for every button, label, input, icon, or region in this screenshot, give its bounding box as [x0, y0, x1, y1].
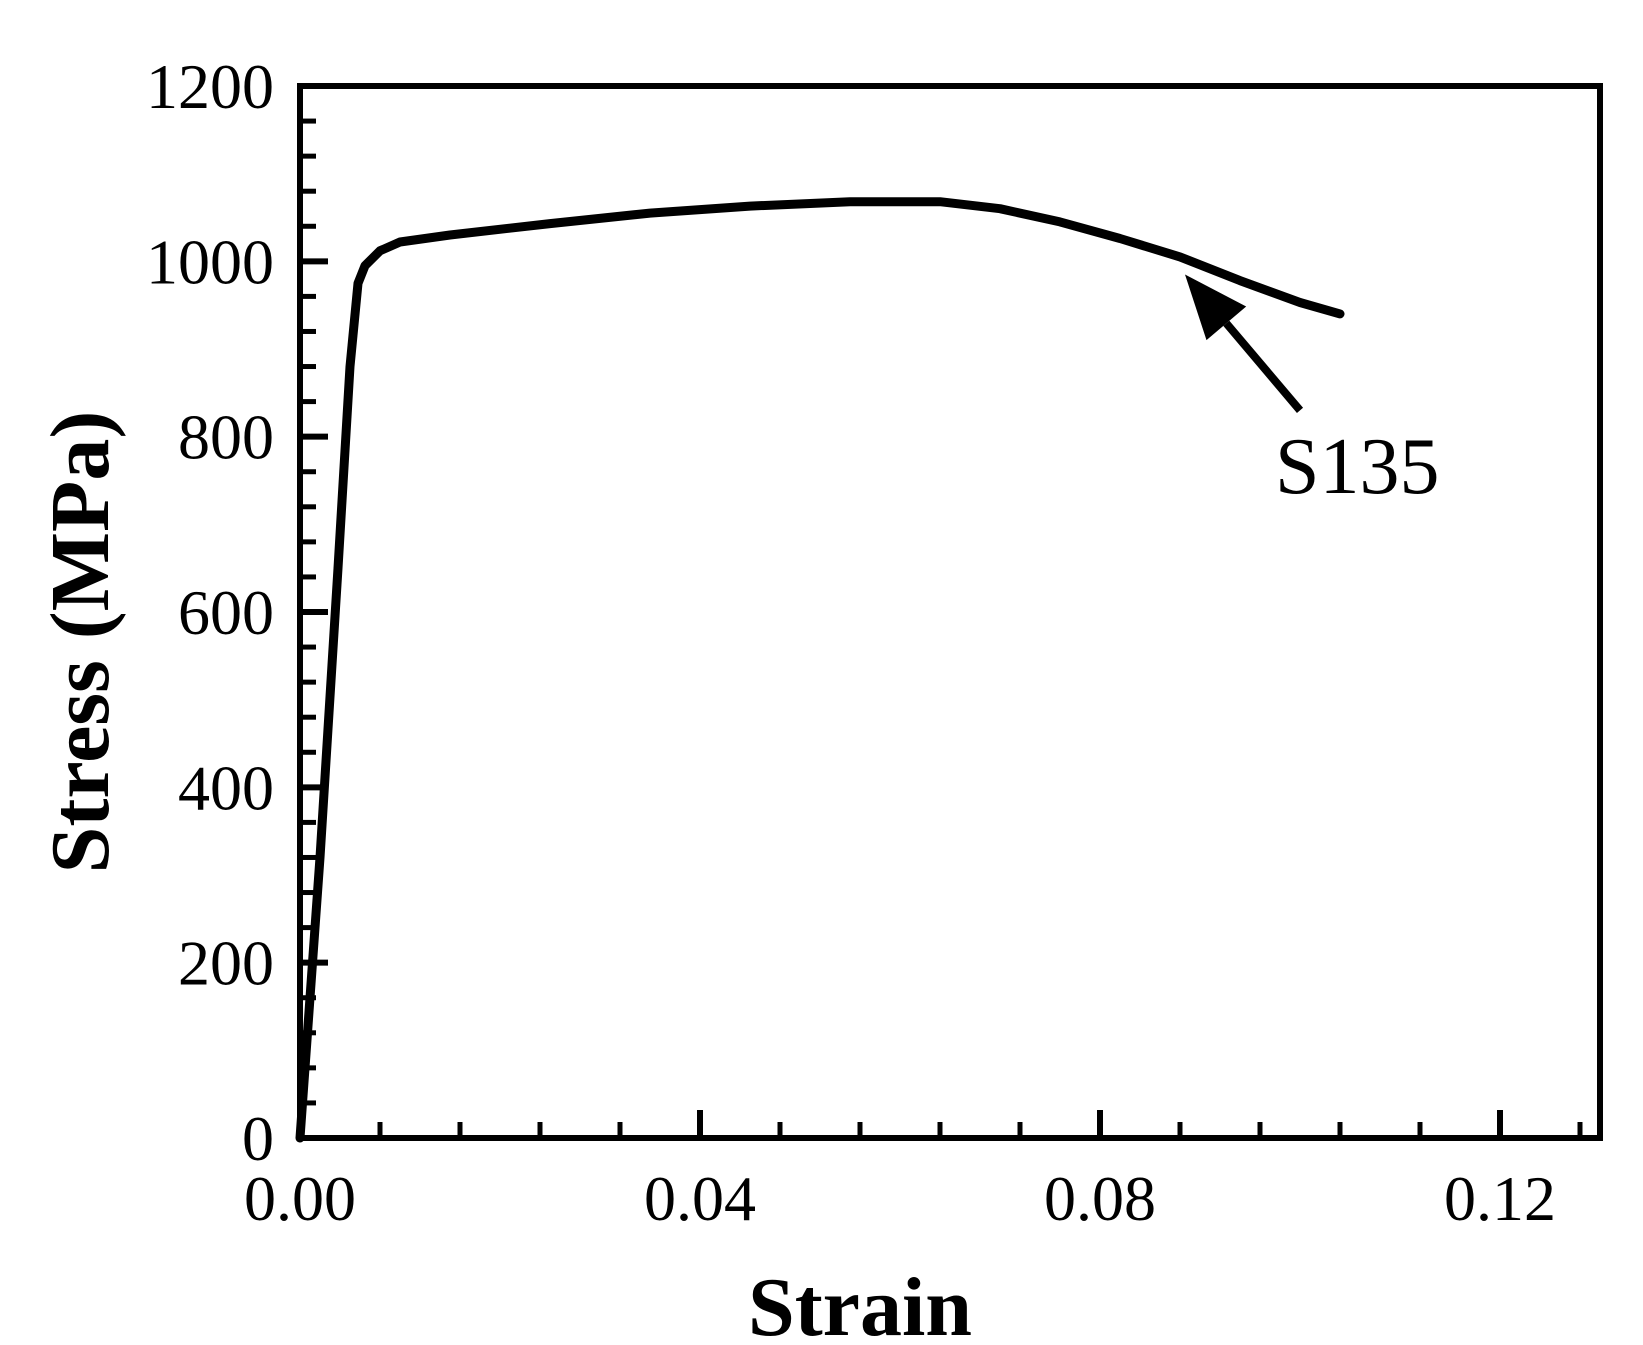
annotation-arrowhead [1185, 274, 1247, 341]
x-axis-title: Strain [748, 1261, 972, 1345]
y-tick-label: 0 [242, 1103, 274, 1174]
x-tick-label: 0.04 [644, 1163, 756, 1234]
x-tick-label: 0.12 [1444, 1163, 1556, 1234]
y-tick-label: 1000 [146, 226, 274, 297]
annotation-arrow [1223, 320, 1304, 413]
y-tick-label: 400 [178, 752, 274, 823]
major-ticks [297, 83, 1503, 1141]
y-axis-title: Stress (MPa) [34, 411, 127, 874]
series-line-s135 [295, 197, 1345, 1143]
annotation-label: S135 [1275, 423, 1440, 511]
y-tick-label: 800 [178, 402, 274, 473]
y-tick-label: 600 [178, 577, 274, 648]
y-tick-labels: 0 200 400 600 800 1000 1200 [146, 51, 274, 1174]
x-tick-labels: 0.00 0.04 0.08 0.12 [244, 1163, 1556, 1234]
x-tick-label: 0.08 [1044, 1163, 1156, 1234]
x-tick-label: 0.00 [244, 1163, 356, 1234]
y-tick-label: 200 [178, 928, 274, 999]
plot-frame [297, 83, 1603, 1141]
minor-ticks [300, 118, 1583, 1138]
y-tick-label: 1200 [146, 51, 274, 122]
